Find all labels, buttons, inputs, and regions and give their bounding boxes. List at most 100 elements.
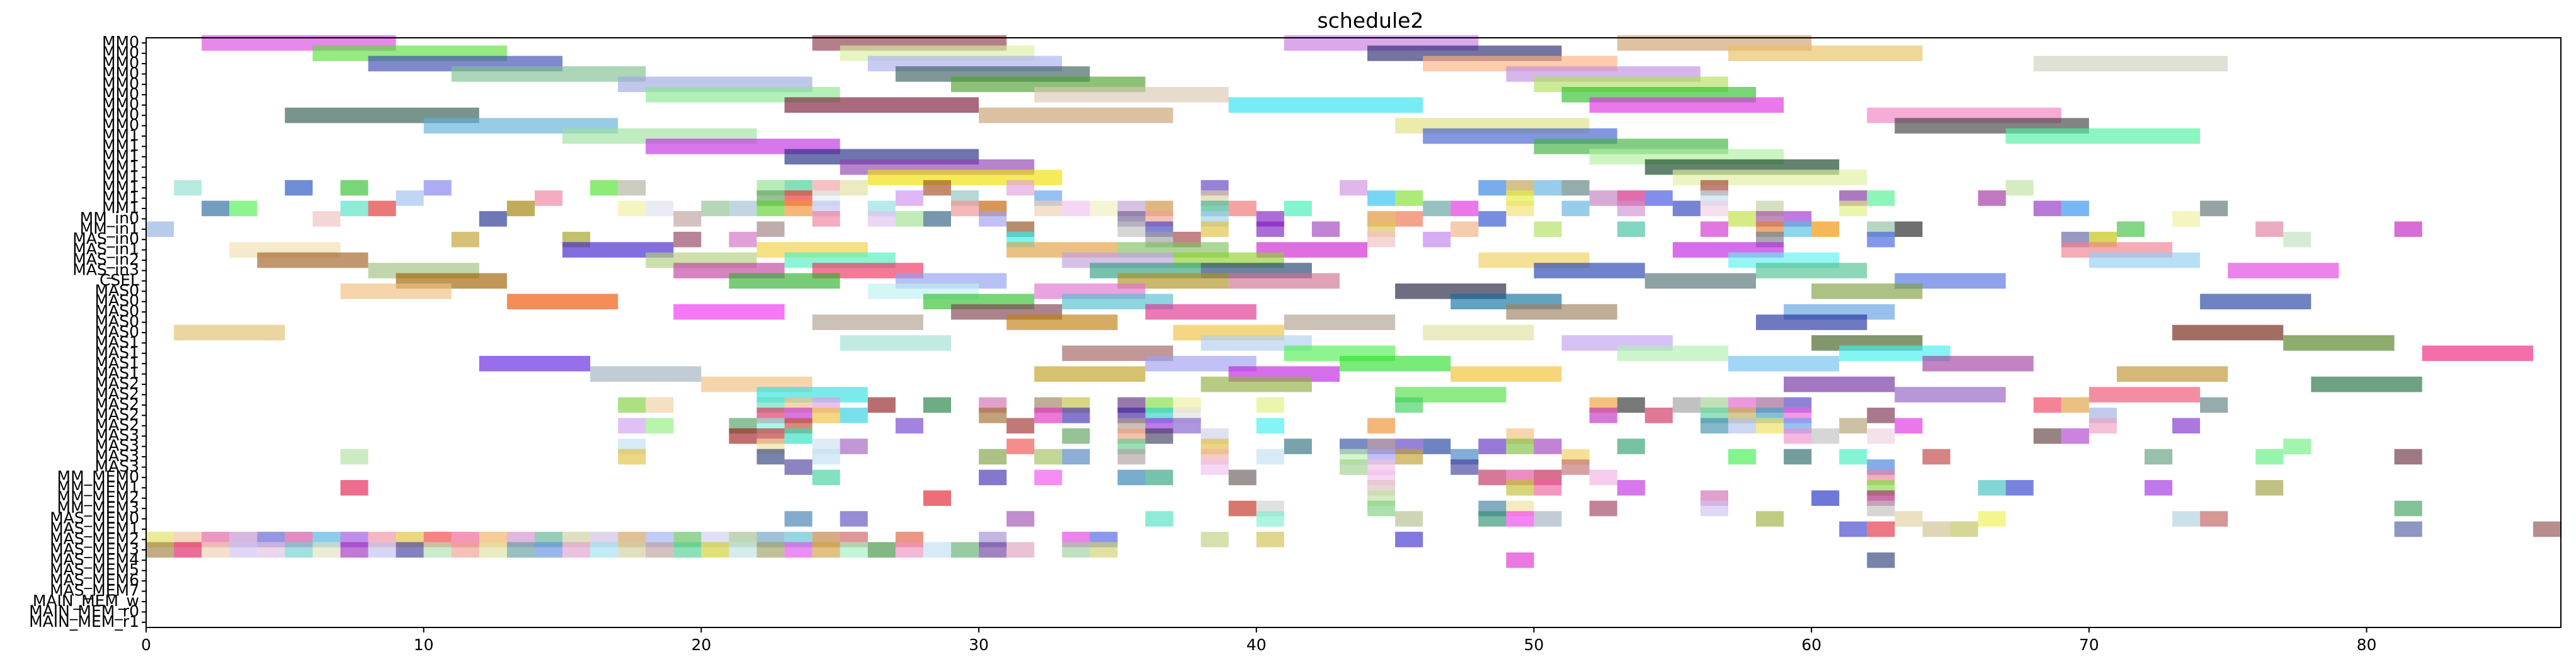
y-tick-label: CSEL [100, 271, 139, 289]
task-bar [1117, 449, 1146, 465]
task-bar [146, 221, 174, 238]
task-bar [1867, 408, 1895, 423]
task-bar [1811, 428, 1840, 444]
task-bar [729, 273, 840, 289]
task-bar [1117, 469, 1146, 486]
task-bar [1811, 283, 1923, 299]
task-bar [784, 200, 812, 217]
task-bar [2145, 480, 2173, 496]
task-bar [1617, 221, 1645, 238]
task-bar [202, 542, 230, 558]
task-bar [396, 542, 424, 558]
task-bar [1062, 449, 1090, 465]
task-bar [895, 211, 923, 227]
task-bar [1867, 521, 1895, 537]
task-bar [451, 231, 479, 248]
task-bar [1006, 314, 1118, 330]
task-bar [1617, 345, 1728, 362]
y-tick-label: MAIN_MEM_r1 [29, 612, 139, 631]
task-bar [2033, 428, 2061, 444]
task-bar [340, 542, 368, 558]
task-bar [1978, 480, 2006, 496]
task-bar [756, 449, 785, 465]
y-tick-label: MAS0 [95, 323, 139, 341]
task-bar [423, 180, 452, 196]
task-bar [1700, 221, 1728, 238]
y-tick-label: MAS3 [95, 457, 139, 475]
task-bar [1478, 438, 1507, 454]
task-bar [1672, 200, 1701, 217]
task-bar [146, 542, 174, 558]
task-bar [1423, 324, 1534, 341]
task-bar [1811, 490, 1840, 506]
task-bar [2172, 418, 2201, 434]
task-bar [646, 542, 674, 558]
task-bar [2422, 345, 2533, 362]
task-bar [1867, 190, 1895, 206]
task-bar [784, 428, 812, 444]
x-tick-label: 10 [414, 636, 434, 654]
y-tick-label: MAS2 [95, 395, 139, 413]
task-bar [396, 190, 424, 206]
task-bar [1589, 190, 1617, 206]
task-bar [729, 428, 757, 444]
task-bar [867, 542, 896, 558]
task-bar [2145, 449, 2173, 465]
task-bar [1284, 200, 1312, 217]
task-bar [1395, 190, 1423, 206]
task-bar [812, 542, 840, 558]
task-bar [1867, 500, 1895, 517]
task-bar [673, 231, 702, 248]
task-bar [812, 408, 840, 423]
task-bar [1090, 200, 1118, 217]
task-bar [1617, 480, 1645, 496]
x-tick-label: 60 [1801, 636, 1821, 654]
task-bar [2005, 480, 2034, 496]
task-bar [646, 397, 674, 413]
task-bar [2228, 263, 2339, 278]
task-bar [1728, 211, 1756, 227]
task-bar [1978, 190, 2006, 206]
task-bar [1506, 304, 1617, 320]
y-tick-label: MAS_MEM1 [50, 519, 139, 537]
task-bar [618, 397, 646, 413]
task-bar [1617, 438, 1645, 454]
task-bar [2033, 397, 2061, 413]
task-bar [951, 200, 979, 217]
task-bar [1895, 418, 1923, 434]
task-bar [1534, 180, 1562, 196]
y-tick-label: MAS1 [95, 343, 139, 362]
task-bar [1367, 500, 1396, 517]
task-bar [1395, 211, 1423, 227]
task-bar [1506, 511, 1534, 527]
task-bar [1895, 221, 1923, 238]
task-bar [506, 200, 535, 217]
task-bar [2033, 200, 2061, 217]
task-bar [1006, 542, 1035, 558]
task-bar [590, 366, 702, 382]
task-bar [1256, 511, 1284, 527]
y-tick-label: MM1 [102, 188, 139, 207]
y-tick-label: MAS2 [95, 416, 139, 434]
task-bar [368, 200, 396, 217]
task-bar [2089, 387, 2201, 403]
task-bar [1700, 500, 1728, 517]
task-bar [1644, 408, 1673, 423]
y-tick-label: MM0 [102, 74, 139, 93]
task-bar [1478, 469, 1507, 486]
task-bar [812, 449, 840, 465]
task-bar [1200, 221, 1229, 238]
y-tick-label: MAS1 [95, 364, 139, 382]
task-bar [2200, 294, 2311, 309]
task-bar [840, 408, 868, 423]
y-tick-label: MM1 [102, 198, 139, 217]
x-tick-label: 0 [141, 636, 151, 654]
task-bar [784, 511, 812, 527]
task-bar [1534, 263, 1645, 278]
task-bar [1450, 200, 1479, 217]
y-tick-label: MM_MEM2 [57, 488, 139, 507]
task-bar [1950, 521, 1978, 537]
task-bar [979, 449, 1007, 465]
task-bar [1228, 469, 1257, 486]
task-bar [923, 490, 951, 506]
